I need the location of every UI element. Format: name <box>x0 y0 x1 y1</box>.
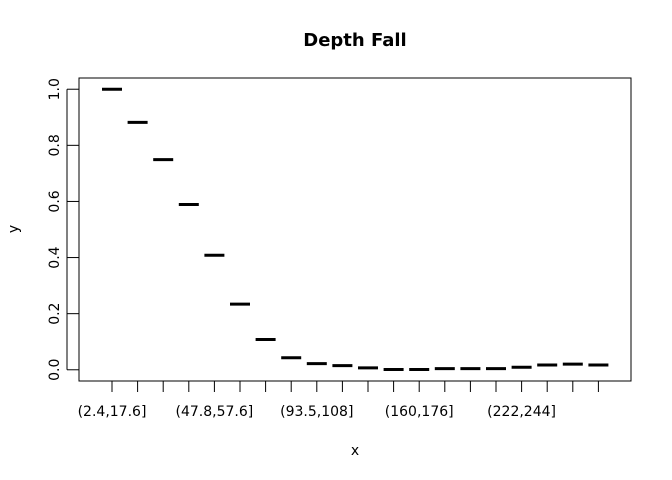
x-axis-label: x <box>351 443 359 459</box>
y-axis-label: y <box>6 225 22 233</box>
y-tick-label-5: 1.0 <box>47 78 63 100</box>
y-tick-label-0: 0.0 <box>47 359 63 381</box>
x-tick-label-2: (93.5,108] <box>280 404 353 420</box>
y-tick-label-1: 0.2 <box>47 303 63 325</box>
plot-frame <box>78 77 632 382</box>
x-tick-label-0: (2.4,17.6] <box>78 404 147 420</box>
y-tick-label-3: 0.6 <box>47 190 63 212</box>
x-tick-label-3: (160,176] <box>385 404 454 420</box>
y-tick-label-4: 0.8 <box>47 134 63 156</box>
x-tick-label-4: (222,244] <box>487 404 556 420</box>
data-marks <box>102 87 609 371</box>
chart-title: Depth Fall <box>303 30 406 51</box>
x-tick-label-1: (47.8,57.6] <box>176 404 254 420</box>
x-axis: (2.4,17.6] (47.8,57.6] (93.5,108] (160,176]… <box>78 380 599 420</box>
y-axis: 0.0 0.2 0.4 0.6 0.8 1.0 <box>47 78 79 381</box>
y-tick-label-2: 0.4 <box>47 246 63 268</box>
